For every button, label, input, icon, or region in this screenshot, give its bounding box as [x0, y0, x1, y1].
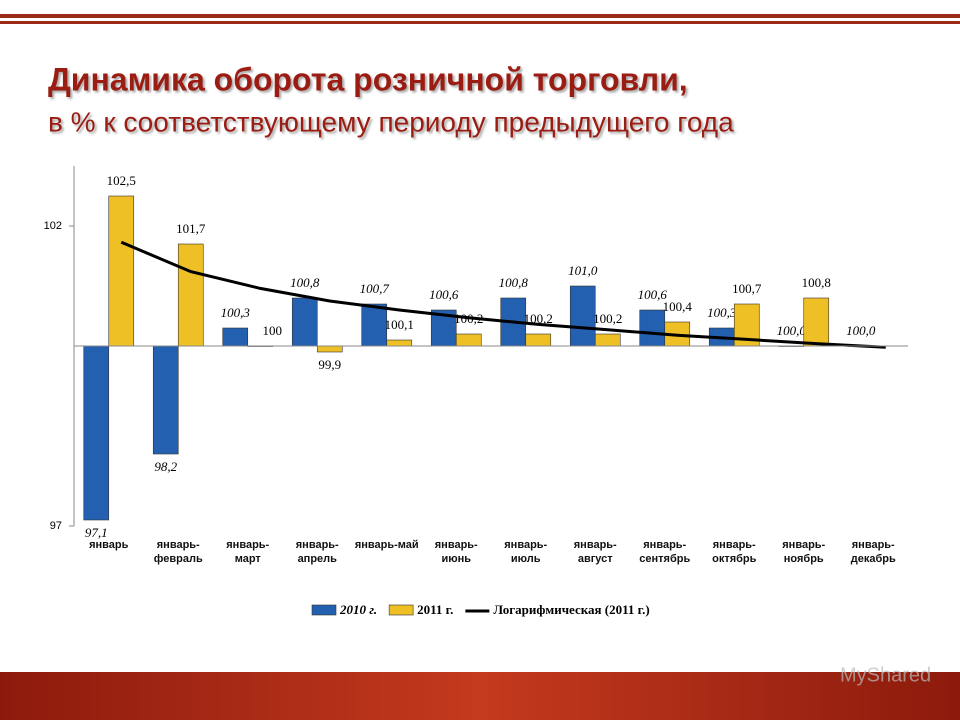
x-tick-label: январь-сентябрь	[639, 539, 691, 565]
x-tick-label: январь-май	[354, 539, 419, 551]
x-tick-label: январь	[89, 539, 129, 551]
data-label: 100,6	[429, 287, 459, 302]
bar	[525, 333, 552, 347]
data-label: 100,8	[290, 275, 320, 290]
data-label: 100,1	[385, 317, 414, 332]
data-label: 100,6	[638, 287, 668, 302]
data-label: 100,0	[846, 323, 876, 338]
bar	[152, 345, 179, 455]
x-tick-label: январь-ноябрь	[782, 539, 826, 565]
data-label: 98,2	[154, 459, 177, 474]
x-tick-label: январь-февраль	[153, 539, 203, 565]
data-label: 100,7	[360, 281, 390, 296]
x-tick-label: январь-июнь	[434, 539, 478, 565]
x-tick-label: январь-апрель	[295, 539, 339, 565]
data-label: 100,3	[707, 305, 737, 320]
data-label: 97,1	[85, 525, 108, 540]
data-label: 100,7	[732, 281, 762, 296]
x-tick-label: январь-декабрь	[850, 539, 896, 565]
legend-swatch	[311, 604, 337, 616]
data-label: 100,8	[802, 275, 831, 290]
data-label: 100,0	[777, 323, 807, 338]
legend-label: Логарифмическая (2011 г.)	[493, 602, 649, 617]
data-label: 102,5	[107, 173, 136, 188]
bar	[639, 309, 666, 347]
data-label: 100,8	[499, 275, 529, 290]
bar	[361, 303, 388, 347]
data-label: 100	[263, 323, 283, 338]
data-label: 100,4	[663, 299, 693, 314]
bar	[222, 327, 249, 347]
data-label: 99,9	[318, 357, 341, 372]
stripe	[0, 14, 960, 18]
data-label: 101,7	[176, 221, 206, 236]
chart-subtitle: в % к соответствующему периоду предыдуще…	[48, 106, 734, 137]
legend-label: 2010 г.	[339, 602, 377, 617]
bar	[177, 243, 204, 347]
bar	[83, 345, 110, 521]
trend-line	[120, 240, 886, 349]
bar	[803, 297, 830, 347]
x-tick-label: январь-август	[573, 539, 617, 565]
bar	[569, 285, 596, 347]
watermark: MyShared	[840, 664, 931, 686]
x-tick-label: январь-март	[226, 539, 270, 565]
bar	[291, 297, 318, 347]
bar	[316, 345, 343, 353]
data-label: 100,3	[221, 305, 251, 320]
data-label: 100,2	[593, 311, 622, 326]
legend-label: 2011 г.	[417, 602, 453, 617]
legend-swatch	[388, 604, 414, 616]
data-label: 101,0	[568, 263, 598, 278]
y-tick-label: 97	[50, 520, 62, 532]
bar	[594, 333, 621, 347]
chart-title: Динамика оборота розничной торговли,	[48, 61, 688, 97]
bar	[108, 195, 135, 347]
y-tick-label: 102	[44, 220, 62, 232]
footer-band	[0, 672, 960, 720]
bar	[386, 339, 413, 347]
x-tick-label: январь-июль	[504, 539, 548, 565]
x-tick-label: январь-октябрь	[712, 539, 757, 565]
bar	[455, 333, 482, 347]
stripe	[0, 21, 960, 24]
